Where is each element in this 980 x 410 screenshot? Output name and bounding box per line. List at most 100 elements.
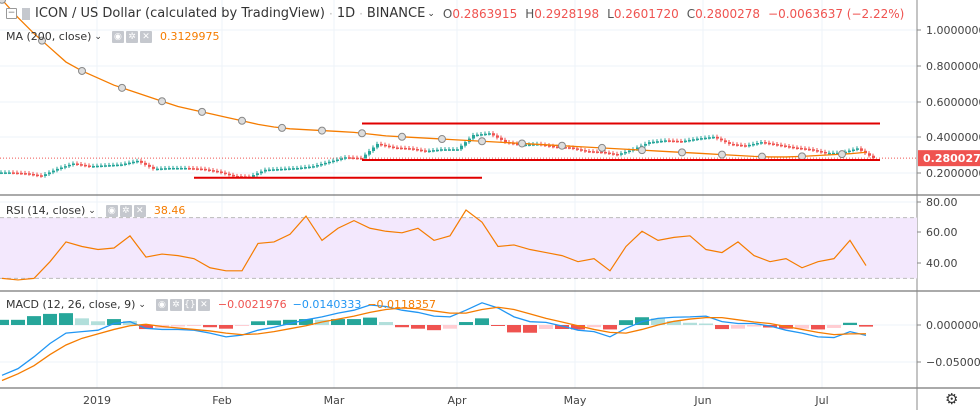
candle — [648, 142, 651, 144]
exchange[interactable]: BINANCE — [366, 6, 426, 21]
low-label: L — [607, 6, 614, 21]
ma-marker — [718, 150, 726, 159]
candle — [404, 147, 407, 150]
candle — [416, 149, 419, 151]
candle — [452, 149, 455, 151]
macd-histogram-bar — [27, 316, 41, 325]
ma-marker — [398, 132, 406, 141]
macd-histogram-bar — [299, 319, 313, 325]
macd-histogram-bar — [331, 319, 345, 325]
macd-histogram-bar — [475, 318, 489, 325]
candle — [32, 173, 35, 176]
candle — [320, 163, 323, 166]
candle — [156, 168, 159, 171]
macd-signal-value: −0.0118357 — [367, 298, 437, 311]
candle — [276, 169, 279, 171]
candle — [480, 134, 483, 136]
source-code-icon[interactable]: {} — [183, 298, 196, 311]
macd-label[interactable]: MACD (12, 26, close, 9) — [6, 298, 136, 311]
ma-marker — [638, 146, 646, 155]
candle — [692, 139, 695, 141]
chevron-down-icon[interactable]: ⌄ — [88, 205, 96, 216]
candle — [412, 148, 415, 150]
candle — [236, 175, 239, 178]
candle — [312, 166, 315, 168]
candle — [44, 174, 47, 176]
chevron-down-icon[interactable]: ⌄ — [427, 8, 435, 19]
candle — [488, 133, 491, 135]
candle — [56, 168, 59, 171]
last-price-badge — [918, 150, 980, 167]
ma-line — [1, 0, 867, 158]
candle — [268, 169, 271, 172]
candle — [324, 162, 327, 165]
macd-line — [1, 302, 867, 376]
candle — [792, 146, 795, 149]
symbol-title[interactable]: ICON / US Dollar (calculated by TradingV… — [35, 6, 325, 21]
rsi-axis-label: 80.00 — [926, 196, 958, 209]
candle — [256, 173, 259, 176]
chevron-down-icon[interactable]: ⌄ — [94, 31, 102, 42]
candle — [868, 153, 871, 156]
candle — [788, 146, 791, 148]
candle — [708, 137, 711, 139]
close-icon[interactable]: ✕ — [139, 30, 152, 43]
eye-icon[interactable]: ◉ — [111, 30, 124, 43]
macd-histogram-bar — [363, 317, 377, 325]
candle — [328, 161, 331, 164]
close-icon[interactable]: ✕ — [133, 204, 146, 217]
candle — [144, 162, 147, 165]
macd-histogram-bar — [395, 325, 409, 328]
macd-histogram-bar — [123, 320, 137, 325]
candle — [576, 148, 579, 150]
collapse-icon[interactable]: − — [6, 8, 17, 19]
candle — [300, 167, 303, 170]
candle — [200, 168, 203, 171]
macd-histogram-bar — [859, 325, 873, 327]
eye-icon[interactable]: ◉ — [105, 204, 118, 217]
close-icon[interactable]: ✕ — [197, 298, 210, 311]
candle — [224, 172, 227, 175]
candle — [568, 147, 571, 149]
macd-histogram-bar — [523, 325, 537, 333]
candle — [500, 137, 503, 140]
ma-marker — [118, 83, 126, 92]
candle — [728, 142, 731, 144]
gear-icon[interactable]: ⚙ — [945, 390, 959, 408]
candle — [84, 164, 87, 167]
macd-histogram-bar — [811, 325, 825, 330]
macd-histogram-bar — [0, 319, 9, 325]
gear-icon[interactable]: ✲ — [169, 298, 182, 311]
candle — [252, 175, 255, 177]
flag-icon[interactable] — [22, 7, 30, 20]
candle — [336, 159, 339, 161]
interval[interactable]: 1D — [336, 6, 356, 21]
macd-histogram-bar — [75, 318, 89, 325]
chevron-down-icon[interactable]: ⌄ — [138, 299, 146, 310]
macd-hist-value: −0.0021976 — [217, 298, 287, 311]
rsi-label[interactable]: RSI (14, close) — [6, 204, 86, 217]
candle — [12, 172, 15, 174]
candle — [872, 155, 875, 159]
close-label: C — [686, 6, 696, 21]
time-axis-label: Feb — [212, 394, 231, 407]
eye-icon[interactable]: ◉ — [155, 298, 168, 311]
macd-histogram-bar — [795, 325, 809, 329]
candle — [548, 145, 551, 147]
gear-icon[interactable]: ✲ — [119, 204, 132, 217]
candle — [492, 133, 495, 136]
candle — [264, 169, 267, 172]
candle — [372, 147, 375, 152]
symbol-legend: − ICON / US Dollar (calculated by Tradin… — [6, 6, 905, 21]
candle — [376, 143, 379, 148]
ma-marker — [798, 152, 806, 161]
candle — [188, 167, 191, 170]
candle — [736, 144, 739, 146]
ma-label[interactable]: MA (200, close) — [6, 30, 92, 43]
candle — [572, 147, 575, 149]
candle — [308, 166, 311, 169]
gear-icon[interactable]: ✲ — [125, 30, 138, 43]
candle — [112, 164, 115, 167]
candle — [304, 167, 307, 169]
